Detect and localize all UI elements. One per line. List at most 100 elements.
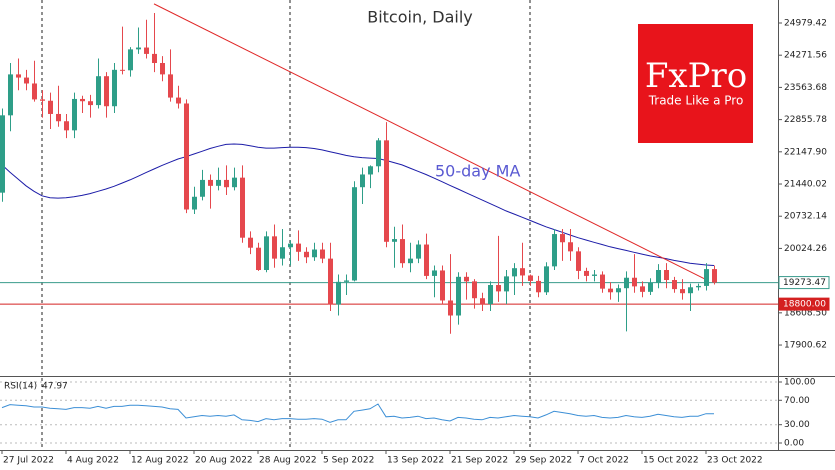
ma-line xyxy=(1,143,715,266)
level-label: 19273.47 xyxy=(783,278,826,288)
candle-body xyxy=(672,280,677,290)
y-tick-label: 20024.26 xyxy=(784,244,827,254)
y-tick-label: 18608.50 xyxy=(784,308,827,318)
candle-body xyxy=(568,242,573,252)
candle-body xyxy=(488,285,493,305)
y-tick-label: 17900.62 xyxy=(784,341,827,351)
logo-tagline: Trade Like a Pro xyxy=(648,94,744,108)
x-tick-label: 13 Sep 2022 xyxy=(387,456,444,466)
candle-body xyxy=(432,270,437,276)
candle-body xyxy=(608,288,613,293)
candle-body xyxy=(304,251,309,258)
candle-body xyxy=(424,244,429,276)
candle-body xyxy=(400,239,405,264)
logo-brand: FxPro xyxy=(645,56,747,96)
candle-body xyxy=(280,247,285,259)
candle-body xyxy=(560,234,565,243)
y-tick-label: 30.00 xyxy=(784,420,810,430)
y-tick-label: 20732.14 xyxy=(784,212,827,222)
candle-body xyxy=(512,268,517,277)
candle-body xyxy=(160,63,165,75)
candle-body xyxy=(552,234,557,267)
candle-body xyxy=(408,258,413,264)
candle-body xyxy=(128,49,133,71)
candle-body xyxy=(224,179,229,188)
candle-body xyxy=(144,47,149,54)
candle-body xyxy=(176,97,181,104)
y-tick-label: 22855.78 xyxy=(784,115,827,125)
candle-body xyxy=(440,270,445,301)
candle-body xyxy=(16,74,21,78)
candle-body xyxy=(32,83,37,100)
candle-body xyxy=(624,277,629,289)
x-tick-label: 28 Aug 2022 xyxy=(259,456,317,466)
candle-body xyxy=(704,269,709,286)
candle-body xyxy=(64,121,69,131)
candle-body xyxy=(264,236,269,271)
candle-body xyxy=(632,277,637,287)
candle-body xyxy=(640,286,645,292)
x-tick-label: 23 Oct 2022 xyxy=(707,456,763,466)
candle-body xyxy=(72,98,77,131)
y-tick-label: 0.00 xyxy=(784,438,804,448)
candle-body xyxy=(328,258,333,305)
rsi-value: 47.97 xyxy=(42,382,68,392)
candle-body xyxy=(272,236,277,259)
candle-body xyxy=(288,243,293,248)
candle-body xyxy=(200,179,205,197)
ma-annotation: 50-day MA xyxy=(435,162,520,181)
candle-body xyxy=(352,187,357,281)
candle-body xyxy=(520,268,525,276)
y-tick-label: 70.00 xyxy=(784,396,810,406)
candle-body xyxy=(600,274,605,289)
logo-box xyxy=(638,24,753,143)
candle-body xyxy=(384,140,389,242)
candle-body xyxy=(344,280,349,282)
candle-body xyxy=(592,274,597,276)
candle-body xyxy=(464,276,469,282)
candle-body xyxy=(296,243,301,252)
candle-body xyxy=(80,98,85,102)
y-tick-label: 23563.68 xyxy=(784,83,827,93)
candle-body xyxy=(320,249,325,259)
candle-body xyxy=(680,289,685,294)
candle-body xyxy=(576,251,581,271)
candle-body xyxy=(616,288,621,293)
candle-body xyxy=(96,76,101,106)
candle-body xyxy=(56,113,61,122)
x-tick-label: 21 Sep 2022 xyxy=(451,456,508,466)
candle-body xyxy=(416,244,421,259)
candle-body xyxy=(648,282,653,292)
candle-body xyxy=(0,115,5,193)
candle-body xyxy=(664,270,669,281)
candle-body xyxy=(376,140,381,167)
x-tick-label: 15 Oct 2022 xyxy=(643,456,699,466)
candle-body xyxy=(40,99,45,101)
candle-body xyxy=(232,177,237,188)
y-tick-label: 24271.56 xyxy=(784,51,827,61)
x-tick-label: 12 Aug 2022 xyxy=(131,456,189,466)
candle-body xyxy=(448,300,453,316)
candle-body xyxy=(136,47,141,50)
candle-body xyxy=(336,281,341,305)
x-tick-label: 27 Jul 2022 xyxy=(3,456,54,466)
candle-body xyxy=(536,280,541,293)
chart-title: Bitcoin, Daily xyxy=(367,8,473,27)
level-label-box xyxy=(778,297,830,311)
candle-body xyxy=(192,196,197,210)
rsi-line xyxy=(1,403,714,423)
candle-body xyxy=(256,247,261,271)
level-label: 18800.00 xyxy=(783,300,826,310)
x-tick-label: 4 Aug 2022 xyxy=(67,456,119,466)
x-tick-label: 5 Sep 2022 xyxy=(323,456,374,466)
x-tick-label: 20 Aug 2022 xyxy=(195,456,253,466)
y-tick-label: 24979.42 xyxy=(784,19,827,29)
x-tick-label: 29 Sep 2022 xyxy=(515,456,572,466)
candle-body xyxy=(88,101,93,106)
candle-body xyxy=(544,266,549,293)
candle-body xyxy=(24,77,29,84)
candle-body xyxy=(152,53,157,64)
candle-body xyxy=(528,275,533,281)
candle-body xyxy=(480,298,485,305)
